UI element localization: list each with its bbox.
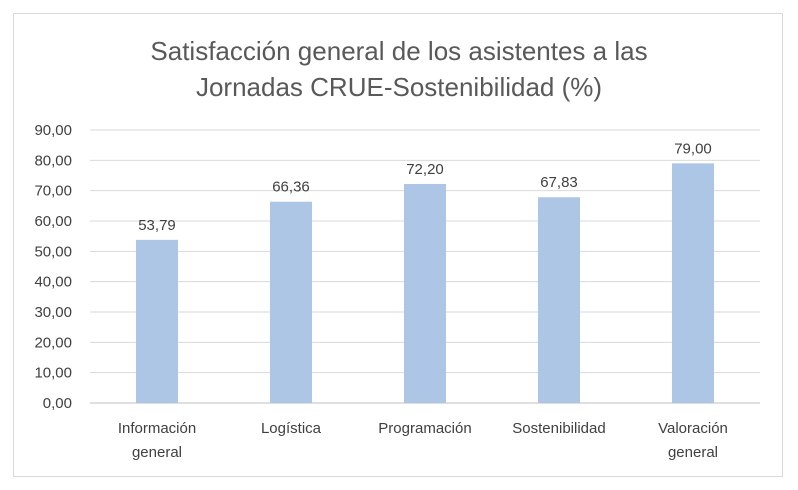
x-axis-tick-labels: Información general Logística Programación S…	[118, 420, 728, 461]
y-tick-label: 40,00	[34, 274, 72, 291]
y-tick-label: 80,00	[34, 152, 72, 169]
data-labels: 53,79 66,36 72,20 67,83 79,00	[138, 140, 712, 233]
data-label: 79,00	[674, 140, 712, 157]
y-tick-label: 90,00	[34, 122, 72, 139]
x-tick-label: Información	[118, 420, 196, 437]
data-label: 72,20	[406, 161, 444, 178]
data-label: 67,83	[540, 174, 578, 191]
y-tick-label: 30,00	[34, 304, 72, 321]
y-tick-label: 20,00	[34, 334, 72, 351]
x-tick-label: Sostenibilidad	[512, 420, 605, 437]
chart-title: Satisfacción general de los asistentes a…	[150, 36, 647, 102]
data-label: 53,79	[138, 217, 176, 234]
y-tick-label: 60,00	[34, 213, 72, 230]
bar	[672, 163, 714, 403]
bar	[270, 201, 312, 403]
y-tick-label: 70,00	[34, 183, 72, 200]
y-tick-label: 50,00	[34, 243, 72, 260]
y-tick-label: 10,00	[34, 365, 72, 382]
bar	[538, 197, 580, 403]
bar	[404, 183, 446, 403]
x-tick-label: Logística	[261, 420, 322, 437]
bar	[136, 239, 178, 403]
chart-title-line-2: Jornadas CRUE-Sostenibilidad (%)	[196, 72, 602, 102]
x-tick-label: Programación	[378, 420, 471, 437]
x-tick-label: general	[668, 444, 718, 461]
x-tick-label: general	[132, 444, 182, 461]
gridlines	[90, 129, 760, 404]
y-axis-tick-labels: 0,00 10,00 20,00 30,00 40,00 50,00 60,00 70,00 8…	[34, 122, 72, 412]
chart-title-line-1: Satisfacción general de los asistentes a…	[150, 36, 647, 66]
y-tick-label: 0,00	[43, 395, 72, 412]
x-tick-label: Valoración	[658, 420, 728, 437]
data-label: 66,36	[272, 179, 310, 196]
bars	[136, 163, 714, 403]
